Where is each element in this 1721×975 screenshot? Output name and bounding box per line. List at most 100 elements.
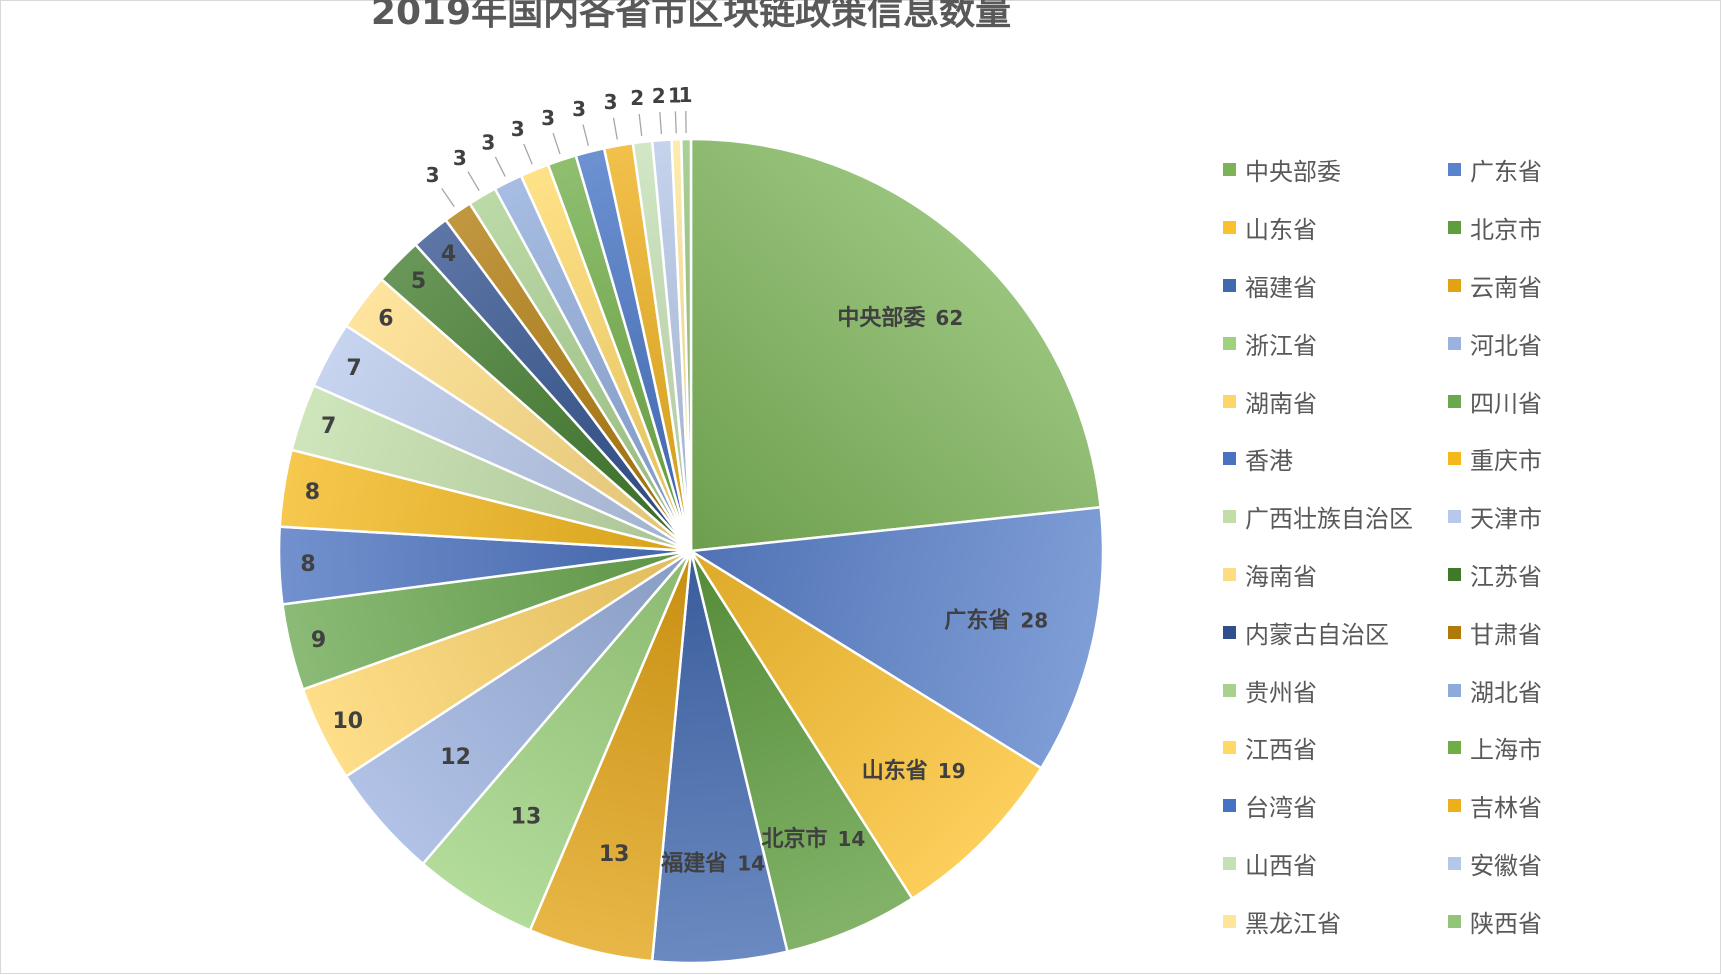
data-label-江西省: 3 xyxy=(511,117,525,141)
legend-label: 海南省 xyxy=(1245,557,1317,592)
legend-label: 安徽省 xyxy=(1470,846,1542,881)
legend-label: 天津市 xyxy=(1470,499,1542,534)
legend-item-内蒙古自治区: 内蒙古自治区 xyxy=(1223,603,1448,661)
legend-swatch xyxy=(1448,337,1461,350)
legend-label: 甘肃省 xyxy=(1470,615,1542,650)
legend-swatch xyxy=(1448,395,1461,408)
legend-item-贵州省: 贵州省 xyxy=(1223,661,1448,719)
legend-swatch xyxy=(1448,163,1461,176)
data-label-台湾省: 3 xyxy=(572,97,586,121)
legend-swatch xyxy=(1448,626,1461,639)
leader-line-台湾省 xyxy=(583,125,588,146)
legend-swatch xyxy=(1223,337,1236,350)
legend-label: 湖南省 xyxy=(1245,384,1317,419)
leader-line-甘肃省 xyxy=(442,188,455,206)
legend-swatch xyxy=(1223,857,1236,870)
legend-item-中央部委: 中央部委 xyxy=(1223,141,1448,199)
legend-item-湖南省: 湖南省 xyxy=(1223,372,1448,430)
legend-label: 内蒙古自治区 xyxy=(1245,615,1389,650)
legend-label: 北京市 xyxy=(1470,210,1542,245)
legend-item-河北省: 河北省 xyxy=(1448,314,1648,372)
legend-item-山西省: 山西省 xyxy=(1223,835,1448,893)
legend-item-上海市: 上海市 xyxy=(1448,719,1648,777)
legend-label: 福建省 xyxy=(1245,268,1317,303)
data-label-陕西省: 1 xyxy=(679,83,693,107)
data-label-广西壮族自治区: 7 xyxy=(321,414,336,439)
leader-line-黑龙江省 xyxy=(675,111,676,133)
legend-item-吉林省: 吉林省 xyxy=(1448,777,1648,835)
legend-item-重庆市: 重庆市 xyxy=(1448,430,1648,488)
legend-item-云南省: 云南省 xyxy=(1448,257,1648,315)
data-label-重庆市: 8 xyxy=(305,480,320,505)
legend-label: 山东省 xyxy=(1245,210,1317,245)
legend-swatch xyxy=(1223,395,1236,408)
legend-label: 四川省 xyxy=(1470,384,1542,419)
legend-label: 吉林省 xyxy=(1470,788,1542,823)
legend-swatch xyxy=(1448,915,1461,928)
leader-line-贵州省 xyxy=(468,172,479,191)
legend-swatch xyxy=(1223,279,1236,292)
data-label-吉林省: 3 xyxy=(604,90,618,114)
legend-label: 香港 xyxy=(1245,441,1293,476)
legend-swatch xyxy=(1448,568,1461,581)
data-label-内蒙古自治区: 4 xyxy=(441,242,456,267)
data-label-甘肃省: 3 xyxy=(426,163,440,187)
legend-swatch xyxy=(1448,221,1461,234)
legend-label: 上海市 xyxy=(1470,730,1542,765)
legend-label: 中央部委 xyxy=(1245,152,1341,187)
legend-swatch xyxy=(1223,452,1236,465)
legend-swatch xyxy=(1448,510,1461,523)
legend-item-香港: 香港 xyxy=(1223,430,1448,488)
legend-swatch xyxy=(1448,279,1461,292)
data-label-天津市: 7 xyxy=(346,356,361,381)
legend-label: 江西省 xyxy=(1245,730,1317,765)
data-label-河北省: 12 xyxy=(440,745,471,770)
legend-swatch xyxy=(1223,568,1236,581)
data-label-云南省: 13 xyxy=(599,842,630,867)
legend-label: 重庆市 xyxy=(1470,441,1542,476)
legend-label: 云南省 xyxy=(1470,268,1542,303)
data-label-四川省: 9 xyxy=(311,628,326,653)
legend: 中央部委广东省山东省北京市福建省云南省浙江省河北省湖南省四川省香港重庆市广西壮族… xyxy=(1223,141,1648,950)
legend-item-天津市: 天津市 xyxy=(1448,488,1648,546)
legend-item-甘肃省: 甘肃省 xyxy=(1448,603,1648,661)
leader-line-江西省 xyxy=(524,144,532,164)
legend-swatch xyxy=(1223,915,1236,928)
leader-line-湖北省 xyxy=(495,157,505,177)
legend-item-北京市: 北京市 xyxy=(1448,199,1648,257)
legend-item-海南省: 海南省 xyxy=(1223,546,1448,604)
legend-item-江西省: 江西省 xyxy=(1223,719,1448,777)
data-label-湖北省: 3 xyxy=(481,131,495,155)
legend-label: 贵州省 xyxy=(1245,673,1317,708)
legend-label: 广东省 xyxy=(1470,152,1542,187)
data-label-江苏省: 5 xyxy=(411,269,426,294)
data-label-山西省: 2 xyxy=(630,86,644,110)
legend-swatch xyxy=(1223,221,1236,234)
legend-item-陕西省: 陕西省 xyxy=(1448,892,1648,950)
legend-item-福建省: 福建省 xyxy=(1223,257,1448,315)
data-label-贵州省: 3 xyxy=(453,146,467,170)
legend-swatch xyxy=(1223,684,1236,697)
legend-item-浙江省: 浙江省 xyxy=(1223,314,1448,372)
pie-slice-中央部委 xyxy=(691,139,1101,551)
legend-label: 江苏省 xyxy=(1470,557,1542,592)
legend-label: 山西省 xyxy=(1245,846,1317,881)
legend-swatch xyxy=(1223,163,1236,176)
data-label-安徽省: 2 xyxy=(652,84,666,108)
legend-swatch xyxy=(1448,741,1461,754)
legend-label: 河北省 xyxy=(1470,326,1542,361)
legend-swatch xyxy=(1448,857,1461,870)
legend-label: 台湾省 xyxy=(1245,788,1317,823)
leader-line-山西省 xyxy=(639,114,642,136)
data-label-上海市: 3 xyxy=(541,106,555,130)
legend-label: 陕西省 xyxy=(1470,904,1542,939)
legend-label: 湖北省 xyxy=(1470,673,1542,708)
data-label-浙江省: 13 xyxy=(511,805,542,830)
legend-item-黑龙江省: 黑龙江省 xyxy=(1223,892,1448,950)
legend-item-江苏省: 江苏省 xyxy=(1448,546,1648,604)
leader-line-上海市 xyxy=(553,133,560,154)
